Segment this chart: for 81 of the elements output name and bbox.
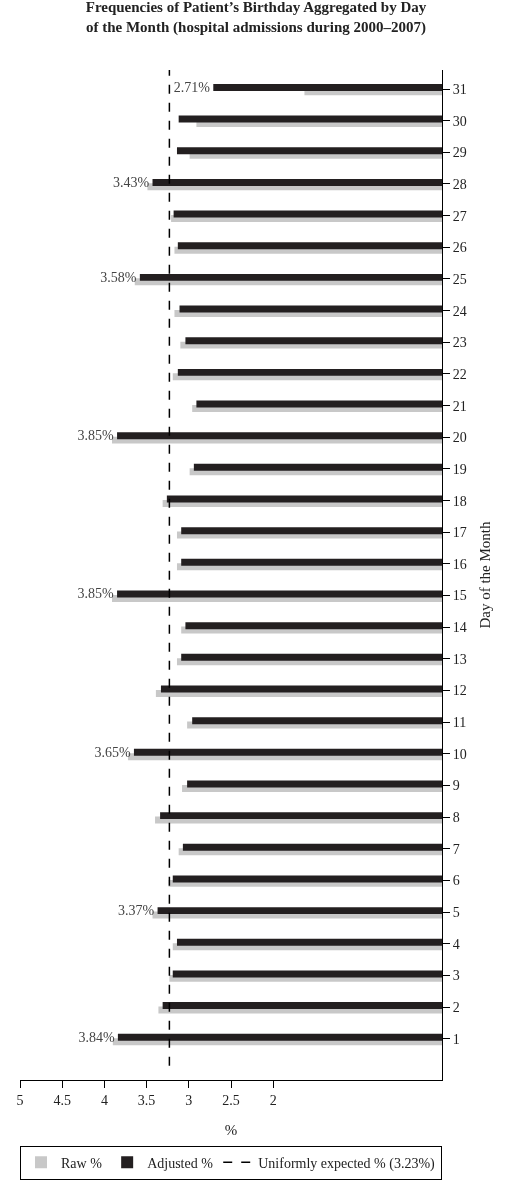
y-axis-title: Day of the Month: [476, 520, 493, 629]
data-label: 3.85%: [77, 428, 115, 444]
y-tick-label: 8: [452, 810, 460, 826]
x-axis-title: %: [224, 1122, 238, 1138]
y-tick-label: 23: [452, 335, 467, 351]
bar: [166, 495, 442, 503]
y-tick-label: 31: [452, 81, 467, 97]
y-tick-label: 21: [452, 398, 467, 414]
y-tick-label: 3: [452, 968, 460, 984]
bar: [192, 717, 442, 725]
x-tick-label: 3.5: [137, 1092, 156, 1108]
data-label: 3.65%: [94, 744, 131, 760]
bar: [187, 780, 442, 788]
x-tick-label: 3: [185, 1092, 193, 1108]
bar: [193, 463, 442, 471]
bar: [139, 273, 442, 281]
y-tick-label: 30: [452, 113, 467, 129]
legend-label: Raw %: [61, 1155, 103, 1171]
y-tick-label: 18: [452, 493, 467, 509]
bar: [181, 527, 442, 535]
y-tick-label: 7: [452, 841, 460, 857]
data-label: 3.58%: [100, 269, 137, 285]
bar: [157, 907, 442, 915]
bar: [182, 843, 442, 851]
chart-title: Frequencies of Patient’s Birthday Aggregated by Day of the Month (hospital admissions during 2000–2007): [85, 0, 427, 36]
y-tick-label: 28: [452, 176, 467, 192]
bar: [196, 400, 442, 408]
y-tick-label: 19: [452, 461, 467, 477]
bar: [181, 558, 442, 566]
y-tick-label: 15: [452, 588, 467, 604]
data-label: 2.71%: [173, 79, 211, 95]
y-tick-label: 26: [452, 240, 467, 256]
x-tick-label: 5: [16, 1092, 24, 1108]
bar: [162, 1002, 442, 1010]
data-label: 3.85%: [77, 586, 115, 602]
y-tick-label: 10: [452, 746, 467, 762]
bar: [176, 147, 442, 155]
bar: [117, 1033, 442, 1041]
bar: [160, 812, 442, 820]
bar: [133, 748, 442, 756]
bar: [173, 210, 442, 218]
y-tick-label: 25: [452, 271, 467, 287]
legend-label: Adjusted %: [147, 1155, 214, 1171]
bar: [213, 83, 442, 91]
bar: [185, 337, 442, 345]
x-tick-label: 2.5: [222, 1092, 240, 1108]
y-tick-label: 14: [452, 620, 467, 636]
y-tick-label: 13: [452, 651, 467, 667]
y-tick-label: 29: [452, 145, 467, 161]
y-tick-label: 27: [452, 208, 467, 224]
bar: [172, 970, 442, 978]
data-label: 3.43%: [113, 174, 150, 190]
y-tick-label: 16: [452, 556, 467, 572]
legend-label: Uniformly expected % (3.23%): [258, 1155, 436, 1172]
y-tick-label: 24: [452, 303, 467, 319]
x-tick-label: 4.5: [53, 1092, 71, 1108]
bar: [172, 875, 442, 883]
bar: [179, 305, 442, 313]
y-tick-label: 6: [452, 873, 460, 889]
bar: [185, 622, 442, 630]
bar: [152, 178, 442, 186]
y-tick-label: 5: [452, 905, 460, 921]
bar: [178, 115, 442, 123]
y-tick-label: 22: [452, 366, 467, 382]
bar: [177, 242, 442, 250]
bar: [181, 653, 442, 661]
y-tick-label: 11: [452, 715, 467, 731]
y-tick-label: 1: [452, 1031, 460, 1047]
bar: [176, 938, 442, 946]
data-label: 3.84%: [78, 1029, 115, 1045]
y-tick-label: 4: [452, 936, 460, 952]
y-tick-label: 17: [452, 525, 467, 541]
data-label: 3.37%: [118, 903, 155, 919]
x-tick-label: 2: [269, 1092, 277, 1108]
y-tick-label: 20: [452, 430, 467, 446]
y-tick-label: 2: [452, 1000, 460, 1016]
y-tick-label: 12: [452, 683, 467, 699]
bar: [177, 368, 442, 376]
y-tick-label: 9: [452, 778, 460, 794]
bar: [117, 432, 442, 440]
x-tick-label: 4: [100, 1092, 108, 1108]
